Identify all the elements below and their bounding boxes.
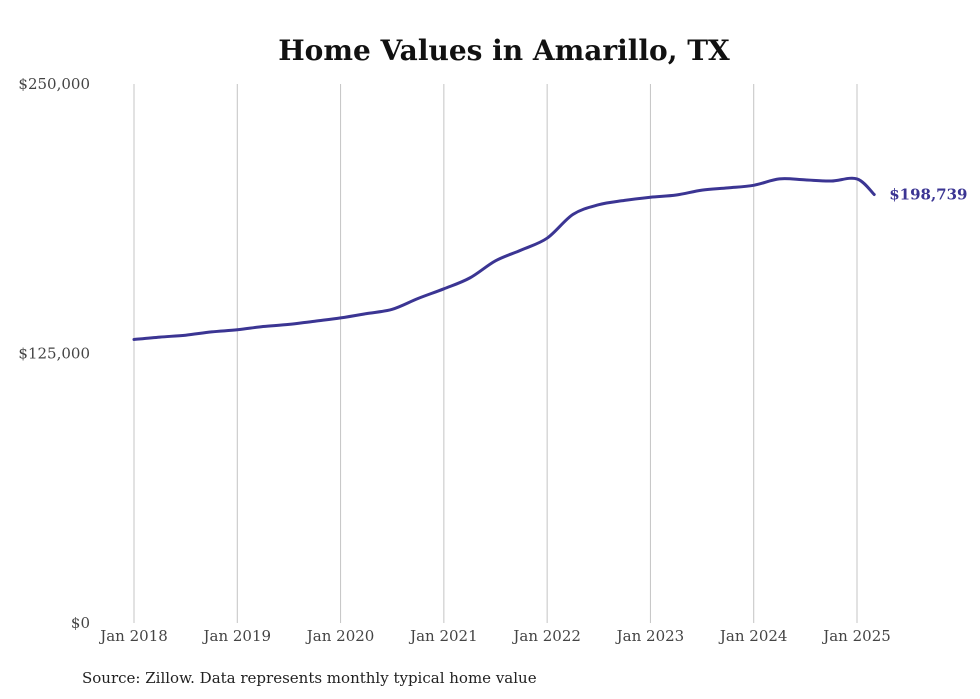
y-tick-label: $0 <box>71 614 90 632</box>
x-tick-label: Jan 2024 <box>718 627 788 645</box>
end-value-label: $198,739 <box>889 186 967 204</box>
y-axis-ticks: $0 $125,000 $250,000 <box>18 75 90 632</box>
x-tick-label: Jan 2022 <box>511 627 581 645</box>
y-tick-label: $125,000 <box>18 345 90 363</box>
y-tick-label: $250,000 <box>18 75 90 93</box>
x-tick-label: Jan 2018 <box>98 627 168 645</box>
series-lines: $198,739 <box>132 176 967 341</box>
x-axis-ticks: Jan 2018 Jan 2019 Jan 2020 Jan 2021 Jan 2022… <box>98 627 891 645</box>
x-tick-label: Jan 2019 <box>202 627 272 645</box>
gridlines <box>133 84 858 623</box>
x-tick-label: Jan 2025 <box>821 627 891 645</box>
x-tick-label: Jan 2020 <box>305 627 375 645</box>
x-tick-label: Jan 2021 <box>408 627 478 645</box>
source-note: Source: Zillow. Data represents monthly … <box>82 669 537 687</box>
chart-title: Home Values in Amarillo, TX <box>278 34 730 67</box>
series-line <box>132 176 876 341</box>
x-tick-label: Jan 2023 <box>615 627 685 645</box>
